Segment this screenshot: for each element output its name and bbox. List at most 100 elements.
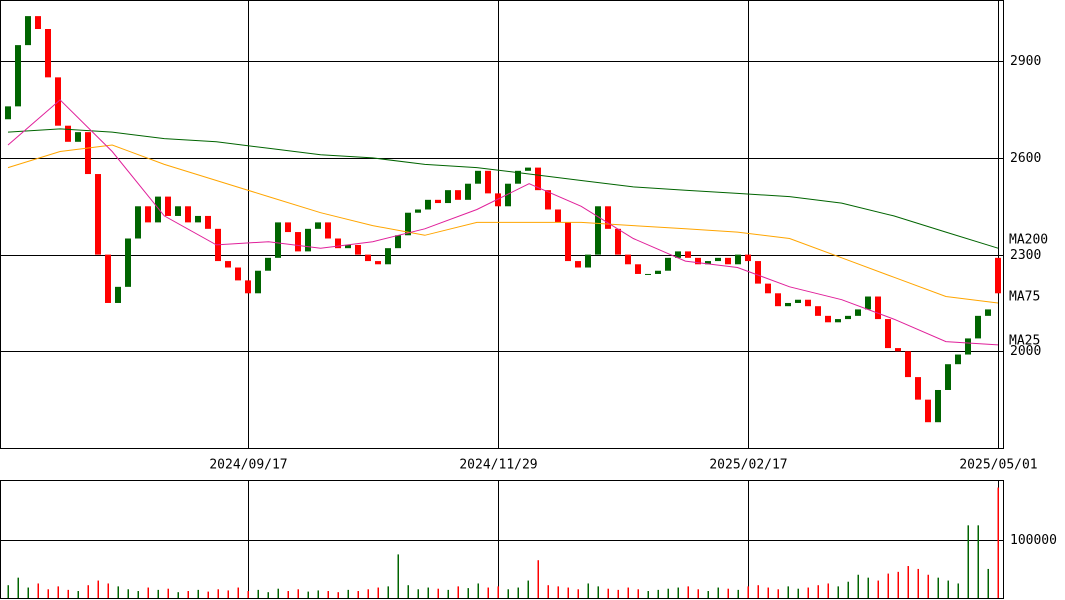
candle	[585, 254, 591, 268]
candle	[855, 309, 861, 316]
candle	[185, 206, 191, 223]
volume-bar	[147, 587, 149, 598]
volume-bar	[847, 581, 849, 598]
volume-bar	[217, 589, 219, 598]
volume-bar	[867, 577, 869, 598]
candle	[755, 261, 761, 284]
volume-bar	[27, 587, 29, 598]
candle	[875, 296, 881, 320]
volume-bar	[757, 585, 759, 598]
candle	[815, 306, 821, 316]
volume-bar	[287, 591, 289, 598]
volume-bar	[817, 585, 819, 598]
y-tick-label: 2600	[1010, 151, 1041, 166]
volume-bar	[627, 587, 629, 598]
volume-bar	[827, 583, 829, 598]
volume-bar	[747, 586, 749, 598]
candle	[95, 174, 101, 255]
volume-bar	[317, 590, 319, 598]
candle	[945, 364, 951, 390]
y-tick-label: 2300	[1010, 248, 1041, 263]
candle	[715, 257, 721, 262]
candle	[865, 296, 871, 310]
candle	[255, 270, 261, 294]
candle	[665, 257, 671, 271]
ma-line	[7, 144, 999, 304]
ma-line	[7, 128, 999, 249]
candle	[785, 302, 791, 307]
volume-panel	[0, 480, 1004, 599]
candle	[565, 222, 571, 262]
volume-bar	[667, 588, 669, 598]
candle	[505, 183, 511, 207]
candle	[285, 222, 291, 233]
candle	[885, 319, 891, 349]
volume-bar	[857, 574, 859, 598]
volume-bar	[227, 590, 229, 598]
candle	[995, 257, 1001, 294]
volume-bar	[377, 587, 379, 598]
y-tick-label: 100000	[1010, 533, 1057, 548]
candle	[235, 267, 241, 281]
volume-bar	[937, 577, 939, 598]
candle	[355, 244, 361, 255]
candle	[275, 222, 281, 258]
candle	[405, 212, 411, 236]
candle	[305, 228, 311, 252]
volume-bar	[97, 580, 99, 598]
x-tick-label: 2024/11/29	[459, 458, 537, 473]
candle	[805, 299, 811, 307]
candle	[965, 338, 971, 355]
volume-bar	[67, 589, 69, 598]
candle	[605, 206, 611, 229]
volume-bar	[587, 583, 589, 598]
candle	[835, 319, 841, 323]
volume-bar	[887, 573, 889, 598]
candle	[975, 315, 981, 339]
candle	[555, 209, 561, 223]
candle	[455, 190, 461, 200]
candle	[65, 125, 71, 142]
volume-bar	[117, 586, 119, 598]
volume-bar	[187, 591, 189, 598]
candle	[625, 254, 631, 265]
volume-bar	[47, 589, 49, 598]
candle	[795, 299, 801, 303]
volume-bar	[657, 589, 659, 598]
volume-bar	[87, 585, 89, 598]
candle	[635, 264, 641, 274]
candle	[575, 261, 581, 268]
candle	[685, 251, 691, 258]
candle	[365, 254, 371, 262]
candle	[45, 29, 51, 78]
volume-bar	[647, 591, 649, 598]
candle	[955, 354, 961, 365]
price-panel	[0, 0, 1004, 449]
volume-bar	[407, 585, 409, 598]
volume-bar	[787, 586, 789, 598]
candle	[985, 309, 991, 316]
volume-bar	[307, 591, 309, 598]
candle	[445, 190, 451, 204]
volume-bar	[387, 586, 389, 598]
candle	[475, 170, 481, 184]
volume-bar	[337, 592, 339, 598]
legend-label: MA25	[1009, 333, 1040, 348]
legend-label: MA200	[1009, 233, 1048, 248]
candle	[915, 377, 921, 400]
volume-bar	[487, 587, 489, 598]
candle	[295, 232, 301, 252]
volume-bar	[987, 568, 989, 598]
candle	[155, 196, 161, 223]
volume-bar	[277, 588, 279, 598]
volume-bar	[17, 577, 19, 598]
volume-bar	[497, 586, 499, 598]
volume-bar	[527, 580, 529, 598]
candle	[705, 261, 711, 265]
volume-bar	[727, 588, 729, 598]
candle	[175, 206, 181, 216]
volume-bar	[677, 587, 679, 598]
candle	[515, 170, 521, 184]
volume-bar	[247, 591, 249, 598]
